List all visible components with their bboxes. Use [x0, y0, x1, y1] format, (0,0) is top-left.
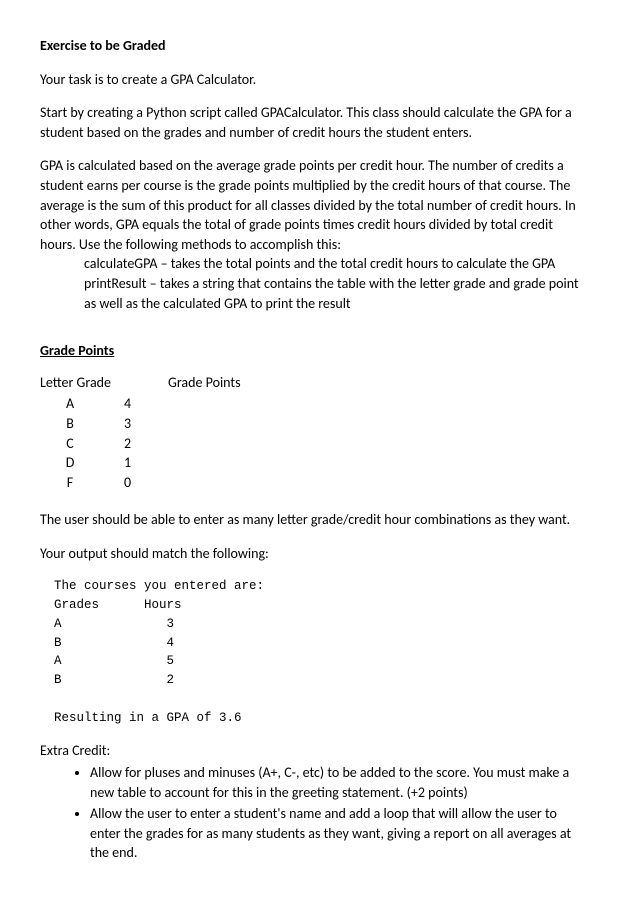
cell-letter: B	[40, 414, 100, 434]
output-row-grade: A	[54, 654, 62, 668]
cell-points: 0	[100, 473, 224, 493]
extra-credit-heading: Extra Credit:	[40, 741, 586, 761]
intro-paragraph: Your task is to create a GPA Calculator.	[40, 70, 586, 90]
output-header-grades: Grades	[54, 598, 99, 612]
method-calculate-gpa: calculateGPA – takes the total points an…	[84, 254, 586, 274]
output-result-line: Resulting in a GPA of 3.6	[54, 711, 242, 725]
cell-points: 4	[100, 394, 224, 414]
table-row: A 4	[40, 394, 586, 414]
table-row: D 1	[40, 453, 586, 473]
output-row-hours: 4	[167, 636, 175, 650]
cell-letter: C	[40, 434, 100, 454]
output-row-hours: 3	[167, 617, 175, 631]
table-row: B 3	[40, 414, 586, 434]
cell-points: 3	[100, 414, 224, 434]
cell-letter: D	[40, 453, 100, 473]
output-row-hours: 2	[167, 673, 175, 687]
paragraph-3: The user should be able to enter as many…	[40, 510, 586, 530]
output-header-hours: Hours	[144, 598, 182, 612]
output-row-grade: B	[54, 636, 62, 650]
paragraph-4: Your output should match the following:	[40, 544, 586, 564]
table-row: F 0	[40, 473, 586, 493]
page-title: Exercise to be Graded	[40, 36, 586, 56]
sample-output: The courses you entered are: Grades Hour…	[54, 577, 586, 727]
output-intro-line: The courses you entered are:	[54, 579, 264, 593]
grade-points-heading: Grade Points	[40, 341, 586, 361]
cell-letter: F	[40, 473, 100, 493]
cell-points: 2	[100, 434, 224, 454]
cell-letter: A	[40, 394, 100, 414]
grade-points-table: Letter Grade Grade Points A 4 B 3 C 2 D …	[40, 373, 586, 493]
output-row-hours: 5	[167, 654, 175, 668]
table-header-points: Grade Points	[168, 373, 241, 393]
method-print-result: printResult – takes a string that contai…	[40, 274, 586, 313]
extra-credit-item-1: Allow for pluses and minuses (A+, C-, et…	[90, 763, 586, 802]
cell-points: 1	[100, 453, 224, 473]
output-row-grade: A	[54, 617, 62, 631]
extra-credit-item-2: Allow the user to enter a student's name…	[90, 804, 586, 863]
extra-credit-list: Allow for pluses and minuses (A+, C-, et…	[40, 763, 586, 863]
paragraph-1: Start by creating a Python script called…	[40, 103, 586, 142]
output-row-grade: B	[54, 673, 62, 687]
table-row: C 2	[40, 434, 586, 454]
method-print-result-text: printResult – takes a string that contai…	[84, 274, 586, 313]
table-header-letter: Letter Grade	[40, 373, 168, 393]
paragraph-2: GPA is calculated based on the average g…	[40, 156, 586, 254]
